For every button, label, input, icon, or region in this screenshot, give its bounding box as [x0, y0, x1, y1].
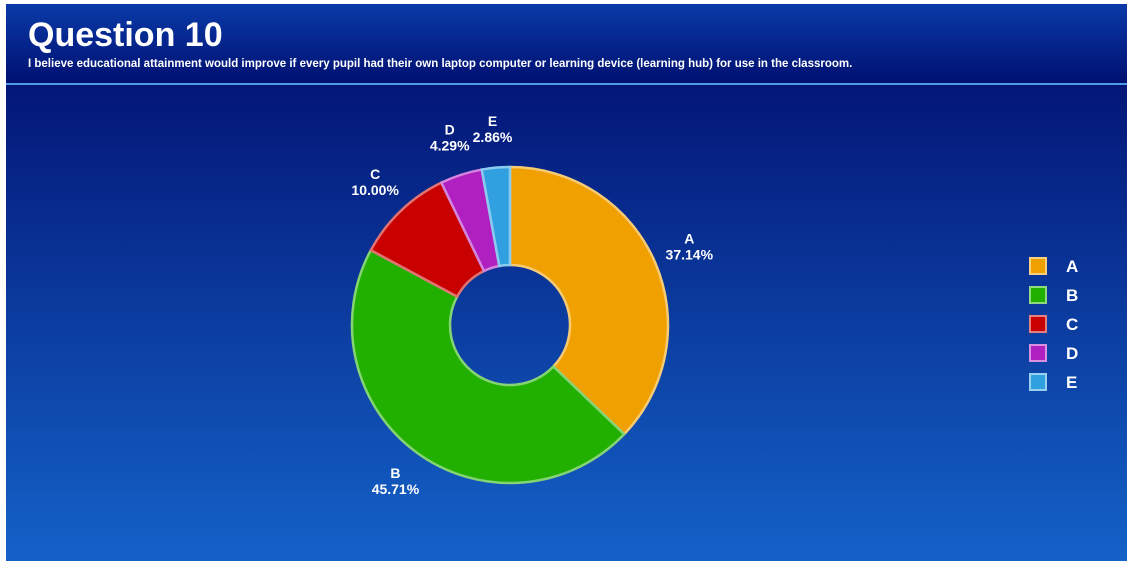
- donut-slice: [480, 165, 512, 268]
- legend-swatch: [1029, 344, 1047, 362]
- title: Question 10: [28, 16, 223, 54]
- legend-swatch: [1029, 373, 1047, 391]
- slice-category: E: [488, 113, 497, 129]
- header: [6, 4, 1127, 84]
- slice-category: A: [684, 230, 694, 246]
- legend-label: A: [1066, 257, 1078, 276]
- legend-label: B: [1066, 286, 1078, 305]
- legend-swatch: [1029, 257, 1047, 275]
- slice-category: D: [445, 122, 455, 138]
- legend-label: E: [1066, 373, 1077, 392]
- slice-label: 37.14%: [666, 246, 714, 262]
- slice-label: 4.29%: [430, 138, 470, 154]
- slice-category: C: [370, 166, 380, 182]
- slice-label: 45.71%: [372, 481, 420, 497]
- donut-slice: [508, 165, 670, 436]
- slice-label: 2.86%: [473, 129, 513, 145]
- slice-category: B: [390, 465, 400, 481]
- slice-label: 10.00%: [351, 182, 399, 198]
- legend-label: C: [1066, 315, 1078, 334]
- legend-label: D: [1066, 344, 1078, 363]
- donut-slice: [350, 248, 626, 485]
- subtitle: I believe educational attainment would i…: [28, 58, 852, 70]
- legend-swatch: [1029, 286, 1047, 304]
- legend-swatch: [1029, 315, 1047, 333]
